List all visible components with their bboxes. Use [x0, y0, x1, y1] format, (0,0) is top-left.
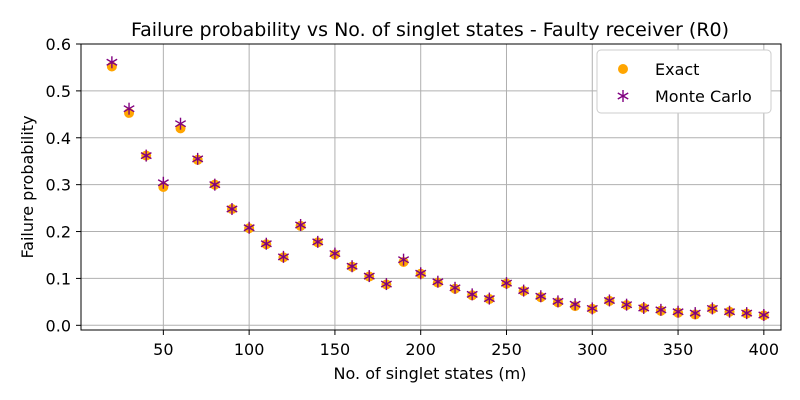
y-tick-label: 0.5	[46, 82, 71, 101]
y-tick-label: 0.1	[46, 269, 71, 288]
monte-carlo-point	[535, 290, 547, 303]
legend-marker-monte-carlo	[617, 90, 629, 102]
x-tick-label: 100	[234, 340, 265, 359]
monte-carlo-point	[415, 267, 427, 280]
monte-carlo-point	[432, 275, 444, 288]
x-tick-label: 200	[405, 340, 436, 359]
monte-carlo-point	[329, 247, 341, 260]
monte-carlo-point	[655, 303, 667, 316]
monte-carlo-point	[277, 250, 290, 263]
monte-carlo-point	[260, 237, 272, 250]
monte-carlo-point	[638, 301, 650, 314]
x-tick-label: 400	[749, 340, 780, 359]
y-tick-label: 0.3	[46, 176, 71, 195]
legend-marker-exact	[618, 64, 628, 74]
monte-carlo-point	[500, 277, 513, 290]
plot-frame	[80, 43, 782, 331]
monte-carlo-point	[346, 260, 358, 273]
monte-carlo-point	[312, 235, 324, 248]
series-monte-carlo	[106, 56, 770, 321]
monte-carlo-point	[689, 307, 701, 320]
monte-carlo-point	[569, 298, 581, 311]
monte-carlo-point	[723, 305, 736, 318]
monte-carlo-point	[603, 294, 616, 307]
x-axis-label: No. of singlet states (m)	[334, 364, 527, 383]
monte-carlo-point	[174, 117, 187, 130]
monte-carlo-point	[295, 218, 307, 231]
x-tick-label: 250	[491, 340, 522, 359]
monte-carlo-point	[518, 284, 530, 297]
monte-carlo-point	[157, 176, 169, 189]
x-tick-label: 150	[320, 340, 351, 359]
monte-carlo-point	[123, 102, 135, 115]
y-tick-label: 0.2	[46, 223, 71, 242]
monte-carlo-point	[243, 221, 255, 234]
monte-carlo-point	[449, 281, 461, 294]
monte-carlo-point	[741, 307, 753, 320]
monte-carlo-point	[758, 308, 770, 321]
data-points	[106, 56, 770, 321]
x-tick-label: 50	[153, 340, 173, 359]
monte-carlo-point	[209, 178, 221, 191]
y-tick-label: 0.0	[46, 316, 71, 335]
monte-carlo-point	[226, 203, 238, 216]
monte-carlo-point	[397, 253, 410, 266]
monte-carlo-point	[552, 295, 564, 308]
x-axis-ticks: 50 100 150 200 250 300 350 400	[153, 330, 779, 359]
legend: Exact Monte Carlo	[596, 49, 772, 114]
legend-label: Exact	[655, 60, 699, 79]
monte-carlo-point	[483, 292, 495, 305]
monte-carlo-point	[140, 149, 152, 162]
y-tick-label: 0.6	[46, 35, 71, 54]
monte-carlo-point	[192, 152, 204, 165]
monte-carlo-point	[586, 302, 598, 315]
monte-carlo-point	[380, 278, 392, 291]
monte-carlo-point	[621, 298, 633, 311]
y-tick-label: 0.4	[46, 129, 71, 148]
monte-carlo-point	[672, 305, 684, 318]
monte-carlo-point	[706, 302, 718, 315]
monte-carlo-point	[363, 270, 375, 283]
x-tick-label: 350	[663, 340, 694, 359]
legend-label: Monte Carlo	[655, 87, 752, 106]
y-axis-ticks: 0.0 0.1 0.2 0.3 0.4 0.5 0.6	[46, 35, 81, 335]
monte-carlo-point	[106, 56, 118, 69]
y-axis-label: Failure probability	[18, 115, 37, 258]
x-tick-label: 300	[577, 340, 608, 359]
monte-carlo-point	[466, 288, 478, 301]
legend-box	[596, 49, 772, 114]
chart-title: Failure probability vs No. of singlet st…	[131, 19, 729, 41]
